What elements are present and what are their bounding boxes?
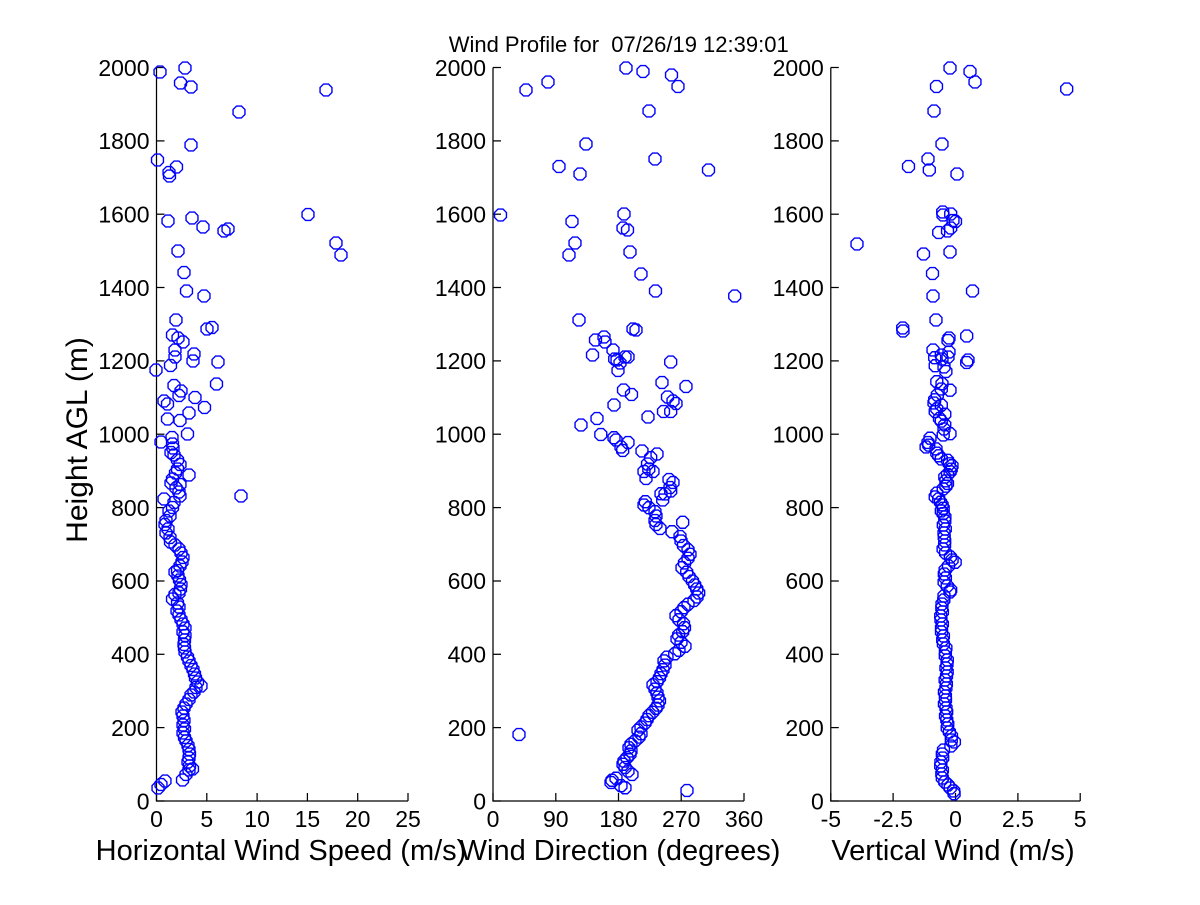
svg-text:Wind Profile for 07/26/19 12:: Wind Profile for 07/26/19 12:39:01 [449, 32, 789, 57]
svg-text:1600: 1600 [98, 202, 149, 228]
svg-text:800: 800 [448, 495, 486, 521]
svg-text:2000: 2000 [773, 55, 824, 81]
svg-text:Wind Direction (degrees): Wind Direction (degrees) [460, 835, 781, 867]
svg-text:600: 600 [785, 568, 823, 594]
svg-text:1200: 1200 [98, 348, 149, 374]
svg-text:Vertical Wind (m/s): Vertical Wind (m/s) [831, 835, 1074, 867]
svg-text:2000: 2000 [435, 55, 486, 81]
svg-text:0: 0 [137, 788, 150, 814]
svg-text:400: 400 [111, 642, 149, 668]
svg-text:90: 90 [543, 806, 569, 832]
svg-text:600: 600 [111, 568, 149, 594]
svg-text:1800: 1800 [98, 128, 149, 154]
svg-text:1600: 1600 [773, 202, 824, 228]
svg-text:1400: 1400 [98, 275, 149, 301]
svg-text:15: 15 [295, 806, 321, 832]
svg-text:2000: 2000 [98, 55, 149, 81]
svg-text:400: 400 [785, 642, 823, 668]
svg-text:800: 800 [111, 495, 149, 521]
svg-text:1400: 1400 [435, 275, 486, 301]
svg-text:Horizontal Wind Speed (m/s): Horizontal Wind Speed (m/s) [96, 835, 467, 867]
svg-text:1200: 1200 [773, 348, 824, 374]
svg-text:1600: 1600 [435, 202, 486, 228]
svg-text:1000: 1000 [773, 422, 824, 448]
svg-text:200: 200 [785, 715, 823, 741]
svg-text:200: 200 [111, 715, 149, 741]
svg-text:600: 600 [448, 568, 486, 594]
svg-text:-5: -5 [821, 806, 841, 832]
svg-text:-2.5: -2.5 [873, 806, 913, 832]
svg-text:0: 0 [473, 788, 486, 814]
svg-text:1000: 1000 [435, 422, 486, 448]
svg-text:0: 0 [487, 806, 500, 832]
svg-text:20: 20 [345, 806, 371, 832]
svg-text:25: 25 [395, 806, 421, 832]
svg-text:1000: 1000 [98, 422, 149, 448]
svg-text:400: 400 [448, 642, 486, 668]
svg-text:0: 0 [949, 806, 962, 832]
svg-text:270: 270 [662, 806, 700, 832]
svg-text:0: 0 [150, 806, 163, 832]
svg-text:5: 5 [1074, 806, 1087, 832]
svg-text:180: 180 [599, 806, 637, 832]
svg-text:10: 10 [244, 806, 270, 832]
svg-text:1200: 1200 [435, 348, 486, 374]
svg-text:200: 200 [448, 715, 486, 741]
svg-text:Height AGL (m): Height AGL (m) [61, 337, 94, 543]
svg-text:2.5: 2.5 [1002, 806, 1034, 832]
svg-text:800: 800 [785, 495, 823, 521]
svg-text:1800: 1800 [773, 128, 824, 154]
svg-text:360: 360 [725, 806, 763, 832]
svg-text:5: 5 [200, 806, 213, 832]
svg-text:0: 0 [811, 788, 824, 814]
svg-text:1400: 1400 [773, 275, 824, 301]
svg-text:1800: 1800 [435, 128, 486, 154]
